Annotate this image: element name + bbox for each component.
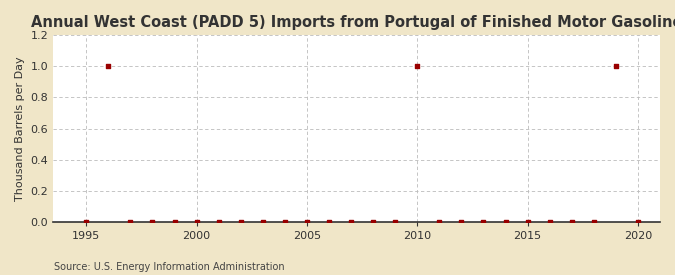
Point (566, 219, 577, 224)
Point (456, 219, 467, 224)
Point (103, 64, 113, 68)
Point (257, 219, 268, 224)
Title: Annual West Coast (PADD 5) Imports from Portugal of Finished Motor Gasoline: Annual West Coast (PADD 5) Imports from … (31, 15, 675, 30)
Y-axis label: Thousand Barrels per Day: Thousand Barrels per Day (15, 56, 25, 201)
Text: Source: U.S. Energy Information Administration: Source: U.S. Energy Information Administ… (54, 262, 285, 272)
Point (412, 64, 423, 68)
Point (368, 219, 379, 224)
Point (213, 219, 224, 224)
Point (81, 219, 92, 224)
Point (589, 219, 599, 224)
Point (544, 219, 555, 224)
Point (125, 219, 136, 224)
Point (500, 219, 511, 224)
Point (323, 219, 334, 224)
Point (389, 219, 400, 224)
Point (434, 219, 445, 224)
Point (236, 219, 246, 224)
Point (147, 219, 158, 224)
Point (191, 219, 202, 224)
Point (302, 219, 313, 224)
Point (522, 219, 533, 224)
Point (478, 219, 489, 224)
Point (169, 219, 180, 224)
Point (346, 219, 356, 224)
Point (279, 219, 290, 224)
Point (632, 219, 643, 224)
Point (610, 64, 621, 68)
